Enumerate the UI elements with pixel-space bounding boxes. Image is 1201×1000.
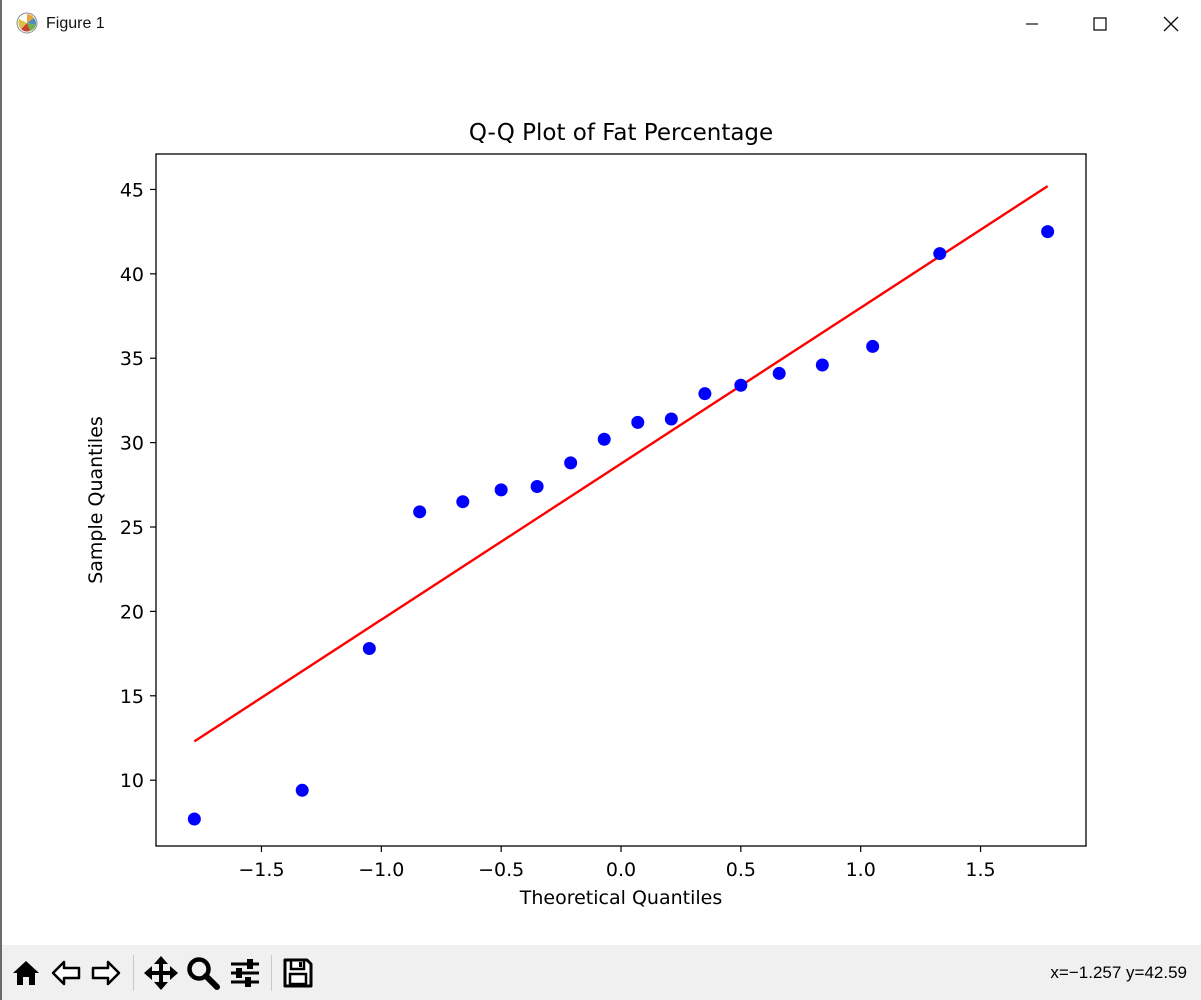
data-point (413, 505, 427, 519)
x-axis-label: Theoretical Quantiles (519, 887, 722, 909)
cursor-coordinates: x=−1.257 y=42.59 (1050, 963, 1187, 982)
close-button[interactable] (1136, 0, 1201, 48)
y-tick-label: 35 (120, 348, 144, 370)
toolbar-separator (133, 955, 134, 991)
toolbar-separator (271, 955, 272, 991)
data-point (295, 783, 309, 797)
zoom-icon (187, 957, 220, 990)
figure-canvas[interactable]: Q-Q Plot of Fat Percentage −1.5 −1.0 −0.5 0.… (2, 48, 1201, 945)
pan-button[interactable] (143, 955, 179, 991)
y-tick-label: 20 (120, 601, 144, 623)
chart-title: Q-Q Plot of Fat Percentage (469, 120, 773, 146)
x-tick-label: 1.0 (846, 859, 876, 881)
data-point (933, 247, 947, 261)
data-point (772, 366, 786, 380)
qq-chart: Q-Q Plot of Fat Percentage −1.5 −1.0 −0.5 0.… (85, 120, 1087, 909)
move-icon (144, 956, 178, 990)
maximize-icon (1093, 17, 1107, 31)
forward-arrow-icon (91, 960, 121, 986)
close-icon (1163, 16, 1179, 32)
back-arrow-icon (51, 960, 81, 986)
x-tick-label: −0.5 (478, 859, 524, 881)
data-point (456, 495, 470, 509)
data-point (815, 358, 829, 372)
configure-subplots-button[interactable] (227, 955, 263, 991)
save-button[interactable] (280, 955, 316, 991)
data-point (597, 432, 611, 446)
zoom-button[interactable] (185, 955, 221, 991)
axes-frame (155, 153, 1087, 847)
data-point (734, 378, 748, 392)
minimize-button[interactable] (997, 0, 1067, 48)
save-icon (283, 958, 313, 988)
title-bar[interactable]: Figure 1 (2, 0, 1201, 48)
y-tick-label: 40 (120, 264, 144, 286)
window-title: Figure 1 (46, 15, 105, 32)
home-icon (13, 961, 39, 985)
y-tick-label: 25 (120, 517, 144, 539)
y-tick-label: 15 (120, 686, 144, 708)
y-tick-label: 10 (120, 770, 144, 792)
data-point (631, 415, 645, 429)
sliders-icon (231, 959, 259, 987)
x-tick-label: 1.5 (965, 859, 995, 881)
data-point (698, 387, 712, 401)
x-tick-label: 0.0 (606, 859, 636, 881)
y-axis-label: Sample Quantiles (85, 416, 107, 584)
y-tick-label: 30 (120, 433, 144, 455)
maximize-button[interactable] (1065, 0, 1135, 48)
y-tick-label: 45 (120, 179, 144, 201)
data-point (494, 483, 508, 497)
data-point (564, 456, 578, 470)
minimize-icon (1026, 23, 1038, 25)
x-tick-label: 0.5 (726, 859, 756, 881)
forward-button[interactable] (88, 955, 124, 991)
navigation-toolbar: x=−1.257 y=42.59 (2, 945, 1201, 1000)
fit-line (193, 185, 1049, 743)
x-tick-label: −1.0 (358, 859, 404, 881)
home-button[interactable] (8, 955, 44, 991)
matplotlib-logo-icon (16, 12, 38, 34)
back-button[interactable] (48, 955, 84, 991)
data-point (664, 412, 678, 426)
data-point (187, 812, 201, 826)
data-point (362, 642, 376, 656)
x-tick-label: −1.5 (238, 859, 284, 881)
data-point (1041, 225, 1055, 239)
data-point (866, 339, 880, 353)
data-point (530, 479, 544, 493)
